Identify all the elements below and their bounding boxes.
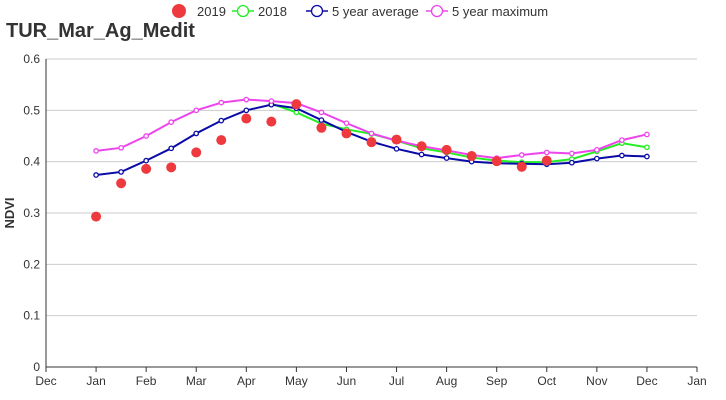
data-point <box>218 117 225 124</box>
data-point <box>543 149 550 156</box>
data-point <box>191 147 202 158</box>
data-point <box>143 157 150 164</box>
legend-marker <box>236 4 250 18</box>
data-point <box>241 113 252 124</box>
data-point <box>216 135 227 146</box>
legend-item-5-year-maximum: 5 year maximum <box>426 4 548 19</box>
data-point <box>318 117 325 123</box>
series-2019 <box>91 99 552 222</box>
grid-lines <box>46 58 697 317</box>
data-point <box>441 144 452 155</box>
y-tick-label: 0.2 <box>23 257 40 271</box>
legend-label: 5 year average <box>332 4 419 19</box>
x-tick-label: Jun <box>337 374 356 388</box>
data-point <box>118 144 124 151</box>
legend-marker <box>430 4 444 18</box>
series-line-5-year-maximum <box>95 98 648 160</box>
data-point <box>619 152 625 159</box>
x-tick-label: Jan <box>687 374 706 388</box>
data-point <box>91 211 102 222</box>
data-point <box>393 145 400 152</box>
x-tick-label: Dec <box>35 374 56 388</box>
y-axis-label: NDVI <box>2 197 17 228</box>
x-tick-label: Jan <box>86 374 105 388</box>
data-point <box>166 162 177 173</box>
data-point <box>366 137 377 148</box>
chart-title: TUR_Mar_Ag_Medit <box>6 20 195 42</box>
x-tick-label: Jul <box>389 374 404 388</box>
legend-item-5-year-average: 5 year average <box>306 4 419 19</box>
data-point <box>491 156 502 167</box>
x-tick-label: Sep <box>486 374 508 388</box>
x-tick-label: Dec <box>636 374 657 388</box>
y-tick-label: 0 <box>33 360 40 374</box>
data-point <box>116 178 127 189</box>
data-point <box>193 107 200 114</box>
legend-label: 2019 <box>197 4 226 19</box>
data-point <box>268 98 275 104</box>
y-tick-label: 0.4 <box>23 155 40 169</box>
data-point <box>93 148 99 154</box>
data-point <box>541 155 552 166</box>
data-point <box>593 147 600 153</box>
data-point <box>143 133 150 139</box>
data-point <box>391 134 402 145</box>
legend-marker <box>310 4 324 18</box>
data-point <box>516 161 527 172</box>
data-point <box>368 130 375 137</box>
x-tick-label: Oct <box>537 374 556 388</box>
data-point <box>644 153 650 160</box>
x-tick-label: May <box>285 374 308 388</box>
data-point <box>416 141 427 152</box>
data-point <box>168 145 175 152</box>
data-point <box>593 155 600 162</box>
data-point <box>568 150 575 157</box>
data-point <box>243 96 250 103</box>
data-point <box>619 137 625 143</box>
data-point <box>243 107 250 114</box>
data-point <box>443 155 450 161</box>
data-point <box>644 131 650 138</box>
data-point <box>218 99 225 106</box>
y-tick-label: 0.3 <box>23 206 40 220</box>
x-tick-label: Mar <box>186 374 207 388</box>
data-point <box>168 119 175 125</box>
data-point <box>141 163 152 174</box>
legend-label: 5 year maximum <box>452 4 548 19</box>
data-point <box>118 169 124 175</box>
legend-item-2018: 2018 <box>232 4 287 19</box>
series-2018 <box>268 100 650 166</box>
data-point <box>93 172 99 178</box>
axes: 0 0.1 0.2 0.3 0.4 0.5 0.6 Dec Jan Feb Mar Apr May Jun… <box>23 52 706 388</box>
legend-item-2019: 2019 <box>172 4 226 19</box>
data-point <box>418 151 425 158</box>
x-tick-label: Feb <box>136 374 157 388</box>
data-point <box>466 151 477 162</box>
data-point <box>291 99 302 110</box>
x-tick-label: Aug <box>436 374 457 388</box>
x-tick-label: Nov <box>586 374 607 388</box>
data-point <box>518 152 525 158</box>
series-5-year-maximum <box>93 96 650 161</box>
legend-marker <box>172 4 186 18</box>
y-tick-label: 0.6 <box>23 52 40 66</box>
y-tick-label: 0.1 <box>23 309 40 323</box>
data-point <box>341 128 352 139</box>
data-point <box>266 116 277 127</box>
data-point <box>316 122 327 133</box>
data-point <box>644 144 650 151</box>
y-tick-label: 0.5 <box>23 103 40 117</box>
legend-label: 2018 <box>258 4 287 19</box>
x-tick-label: Apr <box>237 374 256 388</box>
data-point <box>193 130 200 137</box>
legend: 2019 2018 5 year average 5 year maximum <box>172 4 548 19</box>
series-layer <box>91 96 650 222</box>
data-point <box>343 120 350 127</box>
data-point <box>568 159 575 166</box>
data-point <box>318 109 325 116</box>
